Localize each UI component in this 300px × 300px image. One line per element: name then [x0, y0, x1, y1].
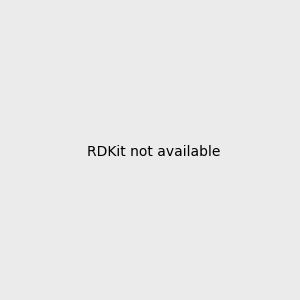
- Text: RDKit not available: RDKit not available: [87, 145, 220, 158]
